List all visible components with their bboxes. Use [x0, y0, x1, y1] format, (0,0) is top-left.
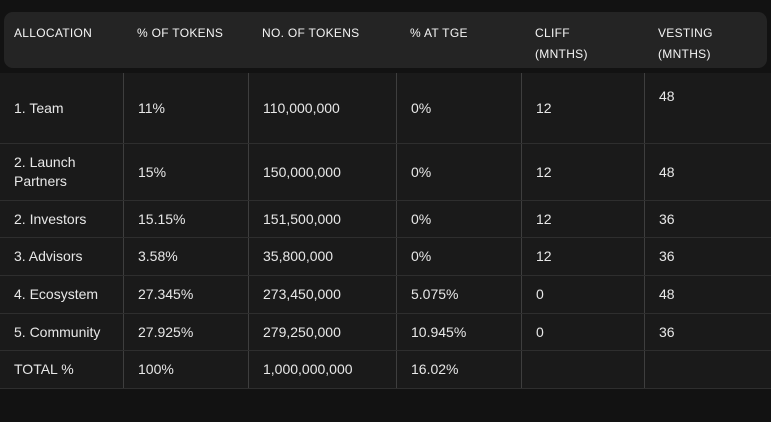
table-body: 1. Team 11% 110,000,000 0% 12 48 2. Laun…	[0, 73, 771, 389]
table-row-launch-partners: 2. Launch Partners 15% 150,000,000 0% 12…	[0, 144, 771, 201]
table-row-community: 5. Community 27.925% 279,250,000 10.945%…	[0, 314, 771, 351]
cell-cliff: 12	[521, 73, 644, 143]
cell-allocation: 3. Advisors	[14, 248, 83, 264]
column-header-vesting: VESTING (MNTHS)	[658, 26, 713, 61]
column-header-cliff: CLIFF (MNTHS)	[535, 26, 588, 61]
cell-pct-of-tokens: 15%	[123, 144, 248, 200]
cell-cliff: 0	[521, 276, 644, 313]
cell-no-of-tokens: 110,000,000	[248, 73, 396, 143]
cell-pct-at-tge: 0%	[396, 238, 521, 275]
cell-allocation: 2. Investors	[14, 210, 87, 227]
cell-cliff: 12	[521, 238, 644, 275]
table-header-background	[4, 12, 767, 68]
cell-vesting: 48	[644, 144, 771, 200]
cell-pct-of-tokens: 11%	[123, 73, 248, 143]
cell-allocation: 5. Community	[14, 323, 101, 340]
cell-vesting: 36	[644, 201, 771, 237]
cell-pct-of-tokens: 27.925%	[123, 314, 248, 350]
column-header-pct-of-tokens: % OF TOKENS	[137, 26, 224, 40]
cell-pct-of-tokens: 3.58%	[123, 238, 248, 275]
column-header-pct-at-tge: % AT TGE	[410, 26, 468, 40]
cell-allocation: TOTAL %	[14, 361, 74, 377]
cell-vesting: 48	[644, 276, 771, 313]
cell-allocation: 2. Launch Partners	[14, 154, 76, 189]
cell-pct-of-tokens: 100%	[123, 351, 248, 388]
token-allocation-table: ALLOCATION % OF TOKENS NO. OF TOKENS % A…	[0, 12, 771, 389]
table-row-ecosystem: 4. Ecosystem 27.345% 273,450,000 5.075% …	[0, 276, 771, 314]
cell-cliff: 0	[521, 314, 644, 350]
table-row-advisors: 3. Advisors 3.58% 35,800,000 0% 12 36	[0, 238, 771, 276]
cell-allocation: 1. Team	[14, 99, 64, 116]
cell-cliff: 12	[521, 144, 644, 200]
cell-no-of-tokens: 150,000,000	[248, 144, 396, 200]
cell-no-of-tokens: 273,450,000	[248, 276, 396, 313]
cell-pct-of-tokens: 15.15%	[123, 201, 248, 237]
cell-cliff: 12	[521, 201, 644, 237]
table-header-row: ALLOCATION % OF TOKENS NO. OF TOKENS % A…	[0, 12, 771, 68]
cell-pct-at-tge: 0%	[396, 73, 521, 143]
cell-pct-at-tge: 0%	[396, 201, 521, 237]
cell-pct-at-tge: 16.02%	[396, 351, 521, 388]
column-header-allocation: ALLOCATION	[14, 26, 93, 40]
table-row-total: TOTAL % 100% 1,000,000,000 16.02%	[0, 351, 771, 389]
cell-no-of-tokens: 1,000,000,000	[248, 351, 396, 388]
cell-no-of-tokens: 35,800,000	[248, 238, 396, 275]
cell-no-of-tokens: 151,500,000	[248, 201, 396, 237]
cell-cliff	[521, 351, 644, 388]
cell-pct-at-tge: 10.945%	[396, 314, 521, 350]
cell-pct-of-tokens: 27.345%	[123, 276, 248, 313]
cell-vesting	[644, 351, 771, 388]
cell-pct-at-tge: 5.075%	[396, 276, 521, 313]
cell-pct-at-tge: 0%	[396, 144, 521, 200]
column-header-no-of-tokens: NO. OF TOKENS	[262, 26, 360, 40]
cell-vesting: 36	[644, 314, 771, 350]
table-row-investors: 2. Investors 15.15% 151,500,000 0% 12 36	[0, 201, 771, 238]
cell-vesting: 48	[644, 73, 771, 143]
table-row-team: 1. Team 11% 110,000,000 0% 12 48	[0, 73, 771, 144]
cell-vesting: 36	[644, 238, 771, 275]
cell-allocation: 4. Ecosystem	[14, 286, 99, 302]
cell-no-of-tokens: 279,250,000	[248, 314, 396, 350]
table-header: ALLOCATION % OF TOKENS NO. OF TOKENS % A…	[0, 12, 771, 68]
